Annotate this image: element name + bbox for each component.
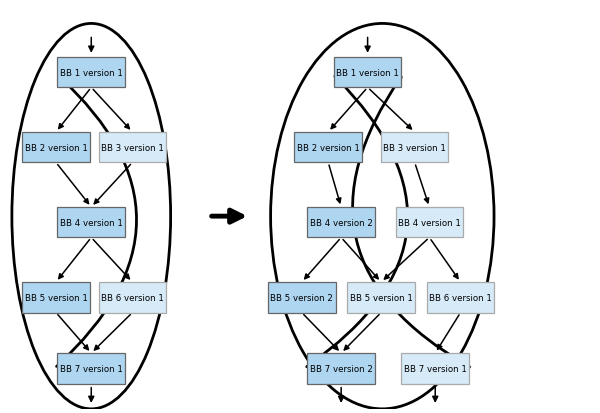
FancyBboxPatch shape bbox=[268, 282, 335, 313]
Text: BB 1 version 1: BB 1 version 1 bbox=[336, 69, 399, 77]
Text: BB 5 version 2: BB 5 version 2 bbox=[271, 293, 333, 302]
Text: BB 4 version 2: BB 4 version 2 bbox=[310, 218, 373, 227]
FancyBboxPatch shape bbox=[427, 282, 494, 313]
FancyBboxPatch shape bbox=[58, 58, 125, 88]
FancyBboxPatch shape bbox=[347, 282, 415, 313]
Text: BB 6 version 1: BB 6 version 1 bbox=[429, 293, 492, 302]
Text: BB 7 version 1: BB 7 version 1 bbox=[404, 364, 467, 373]
Text: BB 7 version 1: BB 7 version 1 bbox=[60, 364, 122, 373]
FancyBboxPatch shape bbox=[334, 58, 401, 88]
FancyBboxPatch shape bbox=[401, 353, 469, 384]
FancyBboxPatch shape bbox=[295, 133, 362, 163]
FancyBboxPatch shape bbox=[307, 207, 375, 238]
Text: BB 4 version 1: BB 4 version 1 bbox=[398, 218, 461, 227]
Text: BB 2 version 1: BB 2 version 1 bbox=[297, 143, 359, 152]
Text: BB 6 version 1: BB 6 version 1 bbox=[101, 293, 164, 302]
Text: BB 4 version 1: BB 4 version 1 bbox=[60, 218, 122, 227]
Text: BB 1 version 1: BB 1 version 1 bbox=[60, 69, 122, 77]
FancyBboxPatch shape bbox=[307, 353, 375, 384]
FancyBboxPatch shape bbox=[381, 133, 448, 163]
FancyBboxPatch shape bbox=[98, 133, 166, 163]
FancyBboxPatch shape bbox=[22, 133, 90, 163]
FancyBboxPatch shape bbox=[58, 353, 125, 384]
Text: BB 5 version 1: BB 5 version 1 bbox=[350, 293, 413, 302]
Text: BB 5 version 1: BB 5 version 1 bbox=[25, 293, 88, 302]
FancyBboxPatch shape bbox=[58, 207, 125, 238]
Text: BB 7 version 2: BB 7 version 2 bbox=[310, 364, 373, 373]
FancyBboxPatch shape bbox=[22, 282, 90, 313]
Text: BB 3 version 1: BB 3 version 1 bbox=[101, 143, 164, 152]
FancyBboxPatch shape bbox=[395, 207, 463, 238]
FancyBboxPatch shape bbox=[98, 282, 166, 313]
Text: BB 3 version 1: BB 3 version 1 bbox=[383, 143, 446, 152]
Text: BB 2 version 1: BB 2 version 1 bbox=[25, 143, 88, 152]
